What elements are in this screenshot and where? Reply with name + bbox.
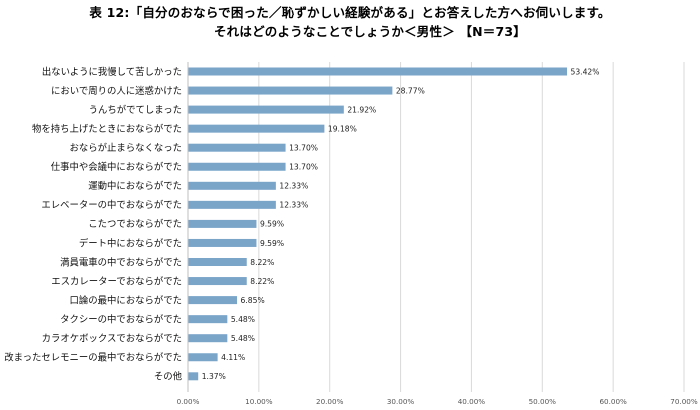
x-tick-label: 0.00% (177, 397, 200, 406)
category-label: 満員電車の中でおならがでた (60, 256, 182, 268)
value-label: 13.70% (289, 163, 318, 172)
bar (188, 353, 218, 362)
category-label: おならが止まらなくなった (69, 142, 182, 154)
x-tick-label: 70.00% (670, 397, 698, 406)
chart-subtitle: それはどのようなことでしょうか＜男性＞ 【N＝73】 (213, 24, 527, 39)
gridlines (187, 62, 685, 392)
category-label: うんちがでてしまった (89, 104, 182, 116)
category-label: デート中におならがでた (79, 237, 182, 249)
bar (188, 315, 228, 324)
category-label: 改まったセレモニーの最中でおならがでた (4, 352, 182, 364)
category-label: エレベーターの中でおならがでた (41, 199, 182, 211)
bar (188, 124, 325, 133)
x-tick-label: 40.00% (458, 397, 486, 406)
bar (188, 238, 257, 247)
bar (188, 67, 568, 76)
bar (188, 372, 199, 381)
value-label: 6.85% (241, 296, 265, 305)
category-label: 物を持ち上げたときにおならがでた (32, 123, 182, 135)
bar (188, 334, 228, 343)
bar (188, 143, 286, 152)
value-label: 1.37% (202, 372, 226, 381)
bar (188, 200, 276, 209)
bar (188, 162, 286, 171)
x-tick-labels: 0.00% 10.00% 20.00% 30.00% 40.00% 50.00% 60.00… (177, 397, 698, 406)
value-label: 12.33% (279, 201, 308, 210)
bar (188, 219, 257, 228)
value-label: 28.77% (396, 86, 425, 95)
value-label: 53.42% (571, 67, 600, 76)
value-label: 4.11% (221, 353, 245, 362)
bar (188, 258, 247, 266)
category-label: 運動中におならがでた (88, 180, 182, 192)
x-tick-label: 30.00% (387, 397, 415, 406)
category-label: カラオケボックスでおならがでた (42, 333, 182, 345)
category-label: こたつでおならがでた (88, 218, 182, 230)
bar (188, 277, 247, 286)
x-tick-label: 50.00% (529, 397, 557, 406)
value-label: 8.22% (250, 277, 274, 286)
value-labels: 53.42% 28.77% 21.92% 19.18% 13.70% 13.70% 12.3… (202, 67, 600, 381)
category-label: その他 (154, 371, 183, 383)
category-label: 仕事中や会議中におならがでた (51, 161, 182, 173)
category-label: 出ないように我慢して苦しかった (42, 66, 182, 78)
x-tick-label: 10.00% (245, 397, 273, 406)
category-label: タクシーの中でおならがでた (60, 313, 182, 325)
bars (188, 67, 568, 381)
value-label: 12.33% (279, 182, 308, 191)
value-label: 5.48% (231, 315, 255, 324)
value-label: 9.59% (260, 239, 284, 248)
value-label: 8.22% (250, 258, 274, 267)
category-label: 口論の最中におならがでた (69, 294, 182, 306)
value-label: 9.59% (260, 220, 284, 229)
x-tick-label: 60.00% (599, 397, 627, 406)
chart-title: 表 12:「自分のおならで困った／恥ずかしい経験がある」とお答えした方へお伺いし… (89, 5, 611, 20)
value-label: 19.18% (328, 124, 357, 133)
value-label: 13.70% (289, 144, 318, 153)
category-label: においで周りの人に迷惑かけた (51, 85, 182, 97)
x-tick-label: 20.00% (316, 397, 344, 406)
bar (188, 296, 238, 305)
value-label: 5.48% (231, 334, 255, 343)
bar (188, 105, 344, 114)
bar (188, 181, 276, 190)
value-label: 21.92% (347, 105, 376, 114)
bar (188, 86, 393, 95)
category-labels: 出ないように我慢して苦しかったにおいで周りの人に迷惑かけたうんちがでてしまった物… (4, 66, 182, 383)
category-label: エスカレーターでおならがでた (51, 275, 182, 287)
